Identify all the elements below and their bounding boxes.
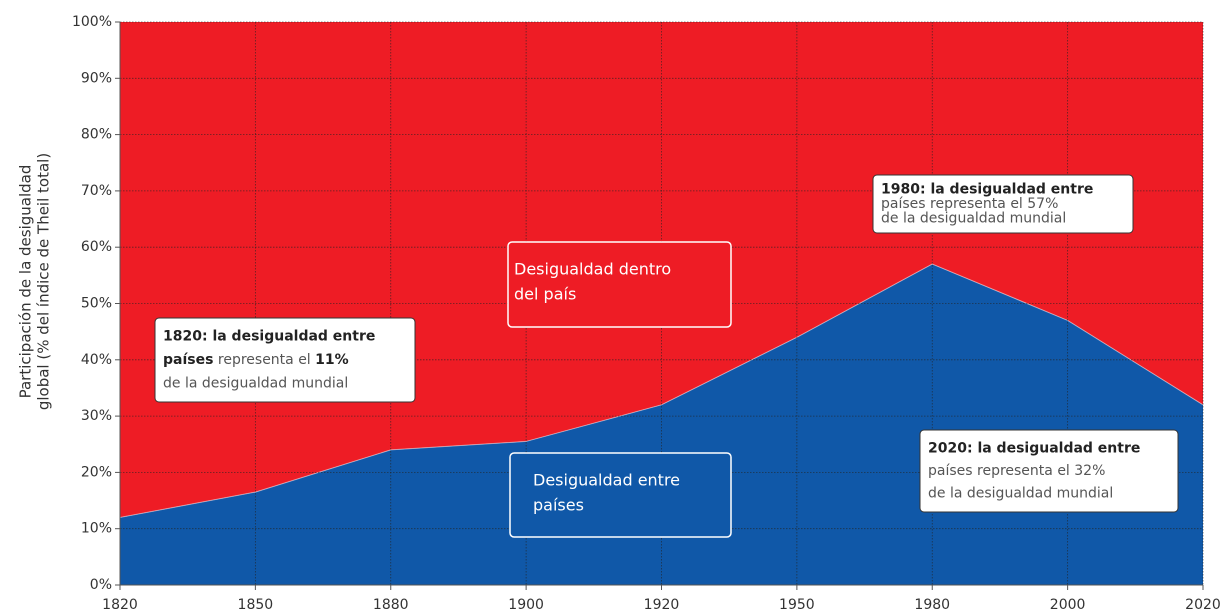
y-tick-label: 40% — [81, 352, 112, 368]
annotation-text: de la desigualdad mundial — [928, 486, 1113, 502]
y-tick-label: 70% — [81, 183, 112, 199]
annotation-text: países representa el 57% — [881, 196, 1058, 212]
x-tick-label: 1900 — [508, 597, 544, 613]
annotation-box — [154, 317, 416, 403]
y-tick-label: 90% — [81, 70, 112, 86]
annotation-text: 1820: la desigualdad entre — [163, 329, 375, 345]
annotation-text: países — [163, 352, 213, 368]
series-label: Desigualdad entre — [533, 471, 680, 490]
annotation-box — [872, 174, 1134, 234]
series-label: del país — [514, 285, 576, 304]
series-label: Desigualdad dentro — [514, 260, 671, 279]
annotation-line: de la desigualdad mundial — [881, 211, 1066, 227]
annotation-line: 1980: la desigualdad entre — [881, 181, 1093, 197]
annotation-text: 1980: la desigualdad entre — [881, 181, 1093, 197]
y-tick-label: 0% — [90, 577, 112, 593]
y-tick-label: 50% — [81, 296, 112, 312]
annotation-text: 11% — [315, 352, 349, 368]
x-tick-label: 1820 — [102, 597, 138, 613]
y-axis-label: global (% del índice de Theil total) — [35, 153, 53, 410]
boundary-line — [119, 263, 1204, 518]
y-tick-label: 30% — [81, 408, 112, 424]
x-tick-label: 1880 — [373, 597, 409, 613]
annotation-line: de la desigualdad mundial — [928, 486, 1113, 502]
annotation-line: 1820: la desigualdad entre — [163, 329, 375, 345]
y-tick-label: 20% — [81, 464, 112, 480]
y-tick-label: 60% — [81, 239, 112, 255]
annotation-text: de la desigualdad mundial — [881, 211, 1066, 227]
series-label: países — [533, 496, 584, 515]
x-tick-label: 1850 — [238, 597, 274, 613]
y-tick-label: 80% — [81, 127, 112, 143]
annotation-text: 2020: la desigualdad entre — [928, 440, 1140, 456]
y-axis-label: Participación de la desigualdad — [17, 165, 35, 399]
annotation-line: de la desigualdad mundial — [163, 375, 348, 391]
annotation-line: países representa el 57% — [881, 196, 1058, 212]
annotation-line: 2020: la desigualdad entre — [928, 440, 1140, 456]
x-tick-label: 1980 — [914, 597, 950, 613]
x-tick-label: 2020 — [1185, 597, 1221, 613]
x-tick-label: 2000 — [1050, 597, 1086, 613]
x-tick-label: 1950 — [779, 597, 815, 613]
x-tick-label: 1920 — [644, 597, 680, 613]
annotation-line: países representa el 32% — [928, 463, 1105, 479]
series-label-box — [509, 452, 732, 538]
annotation-line: países representa el 11% — [163, 352, 349, 368]
series-label-box — [507, 241, 732, 328]
annotation-text: representa el — [213, 352, 315, 368]
y-tick-label: 100% — [72, 14, 112, 30]
annotation-text: de la desigualdad mundial — [163, 375, 348, 391]
annotation-text: países representa el 32% — [928, 463, 1105, 479]
annotation-box — [919, 429, 1179, 513]
y-tick-label: 10% — [81, 521, 112, 537]
